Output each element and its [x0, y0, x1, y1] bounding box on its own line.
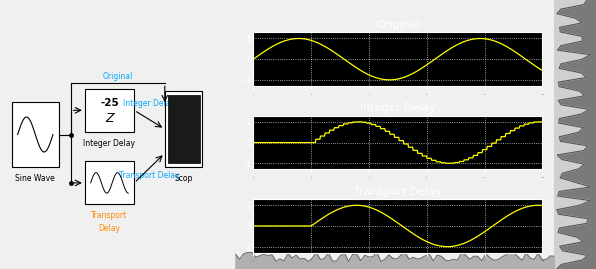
Text: Transport: Transport: [91, 211, 128, 220]
Bar: [85, 89, 134, 132]
Text: Integer Delay: Integer Delay: [83, 139, 135, 147]
Bar: [167, 95, 200, 163]
Text: Transport Delay: Transport Delay: [354, 186, 442, 197]
Text: Integer Delay: Integer Delay: [360, 103, 436, 113]
Text: Original: Original: [103, 72, 133, 81]
Text: Delay: Delay: [98, 224, 120, 233]
Bar: [164, 91, 203, 167]
Text: Scop: Scop: [175, 174, 193, 182]
Text: Transport Delay: Transport Delay: [119, 171, 180, 180]
Text: Integer Delay: Integer Delay: [123, 99, 175, 108]
Text: Original: Original: [376, 20, 420, 30]
Bar: [12, 102, 59, 167]
Text: Sine Wave: Sine Wave: [15, 174, 55, 182]
Text: Z: Z: [105, 112, 114, 125]
Bar: [85, 161, 134, 204]
Text: -25: -25: [100, 98, 119, 108]
